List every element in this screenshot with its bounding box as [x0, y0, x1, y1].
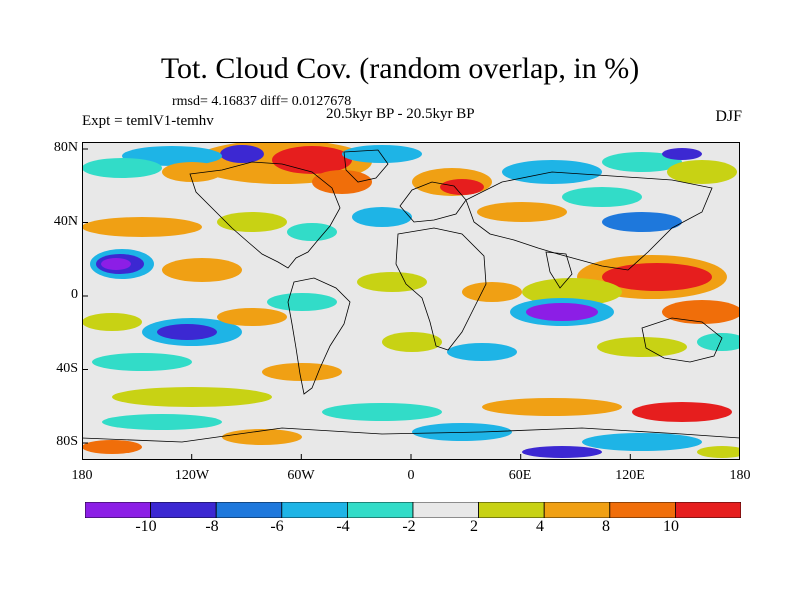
x-tick-label: 120E — [615, 468, 645, 483]
period-label: 20.5kyr BP - 20.5kyr BP — [326, 106, 475, 122]
y-tick-label: 0 — [71, 287, 78, 302]
y-tick-label: 40S — [56, 361, 78, 376]
colorbar-bin — [281, 502, 348, 518]
y-tick-label: 40N — [53, 214, 78, 229]
colorbar-bin — [215, 502, 283, 518]
stats-label: rmsd= 4.16837 diff= 0.0127678 — [172, 94, 352, 109]
coastlines — [82, 149, 740, 443]
colorbar-bin — [609, 502, 676, 518]
colorbar-tick-label: 8 — [602, 518, 610, 535]
colorbar-bin — [412, 502, 479, 518]
colorbar-tick-label: 2 — [470, 518, 478, 535]
x-tick-label: 180 — [729, 468, 751, 483]
colorbar-tick-label: -10 — [135, 518, 157, 535]
colorbar-tick-label: -2 — [402, 518, 416, 535]
tick-marks — [82, 142, 631, 460]
colorbar-bin — [675, 502, 741, 518]
x-tick-label: 60W — [287, 468, 315, 483]
cloud-cover-difference-map — [82, 142, 740, 460]
x-tick-label: 180 — [71, 468, 93, 483]
x-tick-label: 60E — [508, 468, 532, 483]
season-label: DJF — [715, 108, 742, 125]
colorbar-bin — [85, 502, 151, 518]
colorbar-tick-label: -4 — [336, 518, 350, 535]
colorbar-bin — [543, 502, 611, 518]
colorbar-tick-label: -8 — [205, 518, 219, 535]
y-tick-label: 80S — [56, 434, 78, 449]
colorbar-bin — [478, 502, 545, 518]
colorbar — [85, 502, 741, 518]
colorbar-bin — [346, 502, 414, 518]
colorbar-tick-label: 4 — [536, 518, 544, 535]
colorbar-bin — [150, 502, 217, 518]
colorbar-tick-label: -6 — [270, 518, 284, 535]
x-tick-label: 0 — [407, 468, 415, 483]
anomaly-field — [82, 142, 740, 458]
y-tick-label: 80N — [53, 140, 78, 155]
x-tick-label: 120W — [174, 468, 210, 483]
experiment-label: Expt = temlV1-temhv — [82, 113, 214, 129]
plot-title: Tot. Cloud Cov. (random overlap, in %) — [160, 52, 640, 85]
colorbar-tick-label: 10 — [663, 518, 679, 535]
